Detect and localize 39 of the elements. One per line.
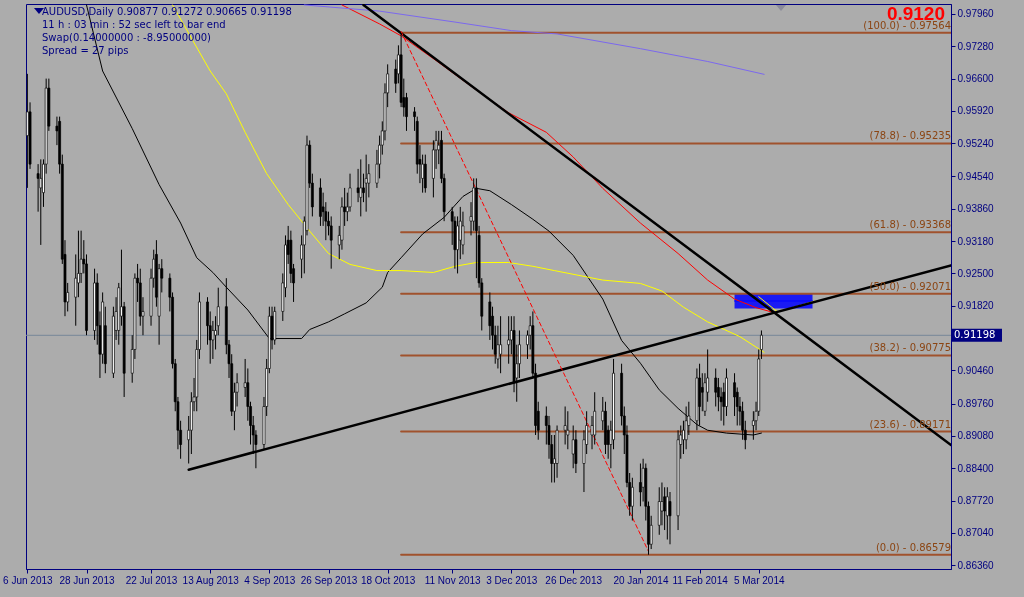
- y-tick-label: 0.97960: [957, 8, 995, 20]
- y-tick-label: 0.97280: [957, 40, 995, 52]
- y-tick-label: 0.89760: [957, 398, 995, 410]
- y-tick-label: 0.88400: [957, 462, 995, 474]
- annotation: Swap(0.14000000 : -8.95000000): [42, 32, 212, 43]
- x-tick-label: 26 Sep 2013: [300, 574, 358, 586]
- x-tick-label: 18 Oct 2013: [360, 574, 416, 586]
- annotation: (100.0) - 0.97564: [863, 19, 951, 31]
- annotation: (50.0) - 0.92071: [869, 280, 951, 292]
- annotation: (38.2) - 0.90775: [869, 342, 951, 354]
- x-tick-label: 6 Jun 2013: [3, 574, 54, 586]
- x-tick-label: 4 Sep 2013: [244, 574, 296, 586]
- y-tick-label: 0.94540: [957, 170, 995, 182]
- y-tick-label: 0.86360: [957, 559, 995, 571]
- y-tick-label: 0.87040: [957, 527, 995, 539]
- y-tick-label: 0.87720: [957, 495, 995, 507]
- x-tick-label: 26 Dec 2013: [545, 574, 603, 586]
- y-tick-label: 0.96600: [957, 73, 995, 85]
- y-tick-label: 0.91820: [957, 300, 995, 312]
- y-tick-label: 0.93180: [957, 235, 995, 247]
- ref-line-label: 0.91198: [954, 329, 996, 341]
- x-tick-label: 11 Nov 2013: [424, 574, 482, 586]
- x-tick-label: 11 Feb 2014: [672, 574, 729, 586]
- annotation: (78.8) - 0.95235: [869, 130, 951, 142]
- x-tick-label: 13 Aug 2013: [182, 574, 240, 586]
- annotation: 11 h : 03 min : 52 sec left to bar end: [42, 19, 226, 30]
- annotation: (61.8) - 0.93368: [869, 219, 951, 231]
- y-tick-label: 0.90460: [957, 364, 995, 376]
- y-tick-label: 0.95240: [957, 137, 995, 149]
- x-tick-label: 28 Jun 2013: [59, 574, 115, 586]
- y-tick-label: 0.92500: [957, 267, 995, 279]
- x-tick-label: 20 Jan 2014: [613, 574, 669, 586]
- x-tick-label: 3 Dec 2013: [486, 574, 538, 586]
- annotation: (0.0) - 0.86579: [875, 541, 951, 553]
- y-tick-label: 0.93860: [957, 203, 995, 215]
- y-tick-label: 0.95920: [957, 105, 995, 117]
- x-tick-label: 5 Mar 2014: [733, 574, 785, 586]
- y-tick-label: 0.89080: [957, 430, 995, 442]
- x-tick-label: 22 Jul 2013: [125, 574, 178, 586]
